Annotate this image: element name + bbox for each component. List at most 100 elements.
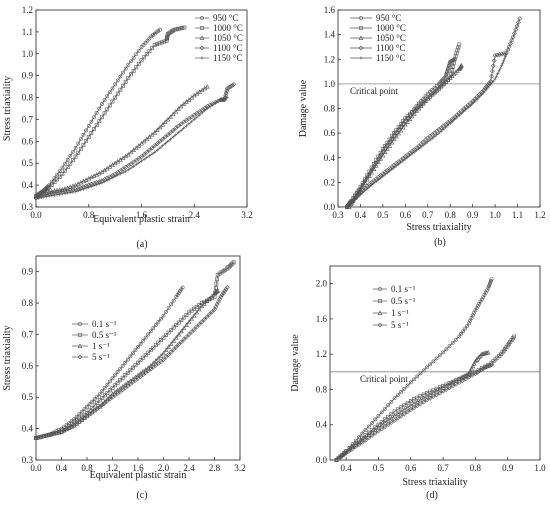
data-point xyxy=(107,396,113,402)
data-point xyxy=(174,27,179,32)
data-point xyxy=(383,172,387,177)
data-point xyxy=(136,360,140,365)
series-line xyxy=(35,262,234,439)
data-point xyxy=(92,183,96,188)
data-point xyxy=(450,340,455,345)
data-point xyxy=(488,280,493,285)
data-point xyxy=(60,192,64,196)
data-point xyxy=(209,309,215,315)
x-tick-label: 0.3 xyxy=(332,210,344,220)
data-point xyxy=(427,93,433,99)
data-point xyxy=(414,148,419,152)
data-point xyxy=(486,80,492,86)
legend-marker xyxy=(200,56,204,60)
data-point xyxy=(99,402,105,408)
data-point xyxy=(396,130,402,136)
data-point xyxy=(78,137,83,142)
data-point xyxy=(463,376,469,382)
data-point xyxy=(150,46,154,50)
data-point xyxy=(475,97,479,101)
series-4 xyxy=(33,81,237,201)
data-point xyxy=(144,136,150,142)
y-tick-label: 0.3 xyxy=(22,455,34,465)
legend-marker xyxy=(358,35,364,40)
data-point xyxy=(470,363,476,369)
data-point xyxy=(55,193,59,197)
data-point xyxy=(158,359,164,364)
data-point xyxy=(189,95,195,100)
data-point xyxy=(366,424,371,429)
data-point xyxy=(133,145,139,150)
data-point xyxy=(416,105,422,111)
data-point xyxy=(176,331,182,337)
series-4 xyxy=(344,16,523,210)
data-point xyxy=(92,397,97,402)
data-point xyxy=(148,348,153,353)
data-point xyxy=(510,34,516,40)
data-point xyxy=(82,407,87,412)
data-point xyxy=(102,111,107,116)
data-point xyxy=(482,90,486,95)
data-point xyxy=(469,372,475,378)
data-point xyxy=(414,104,419,108)
data-point xyxy=(448,121,452,125)
data-point xyxy=(428,89,432,94)
data-point xyxy=(408,407,414,413)
data-point xyxy=(465,324,469,328)
data-point xyxy=(162,119,168,124)
data-point xyxy=(402,121,408,127)
data-point xyxy=(108,388,112,393)
data-point xyxy=(155,148,159,152)
series-line xyxy=(35,287,183,439)
data-point xyxy=(129,166,133,170)
data-point xyxy=(374,179,378,183)
data-point xyxy=(84,186,88,190)
data-point xyxy=(176,26,181,31)
data-point xyxy=(171,298,176,303)
data-point xyxy=(92,115,96,120)
data-point xyxy=(131,164,136,168)
data-point xyxy=(145,155,149,160)
data-point xyxy=(392,409,397,414)
data-point xyxy=(412,377,416,382)
data-point xyxy=(147,49,152,54)
data-point xyxy=(110,99,115,104)
data-point xyxy=(176,123,181,129)
data-point xyxy=(480,93,484,97)
data-point xyxy=(460,374,466,379)
data-point xyxy=(77,412,82,417)
data-point xyxy=(123,66,128,71)
data-point xyxy=(148,366,154,372)
data-point xyxy=(441,127,446,131)
data-point xyxy=(134,65,139,70)
data-point xyxy=(423,98,428,104)
data-point xyxy=(361,191,365,195)
x-tick-label: 0.6 xyxy=(405,463,417,473)
data-point xyxy=(478,367,484,373)
data-point xyxy=(484,88,488,92)
data-point xyxy=(144,52,149,57)
data-point xyxy=(102,393,107,398)
data-point xyxy=(482,85,488,91)
data-point xyxy=(392,413,398,418)
chart-panel-3: 0.0 0.4 0.8 1.2 1.6 2.0 2.4 2.8 3.2 0.3 0.4 0.5 0.6 0… xyxy=(2,255,246,501)
data-point xyxy=(367,185,372,189)
series-4 xyxy=(33,284,230,441)
data-point xyxy=(414,399,420,404)
data-point xyxy=(34,196,38,200)
data-point xyxy=(57,187,63,192)
data-point xyxy=(123,373,128,378)
data-point xyxy=(215,287,221,293)
data-point xyxy=(204,298,210,304)
data-point xyxy=(450,119,455,123)
data-point xyxy=(503,54,508,59)
data-point xyxy=(84,128,89,133)
y-tick-label: 0.7 xyxy=(22,114,34,124)
data-point xyxy=(184,313,189,317)
data-point xyxy=(366,435,372,441)
data-point xyxy=(155,42,159,47)
data-point xyxy=(423,141,428,146)
data-point xyxy=(102,180,107,184)
data-point xyxy=(152,143,158,149)
data-point xyxy=(102,385,107,390)
